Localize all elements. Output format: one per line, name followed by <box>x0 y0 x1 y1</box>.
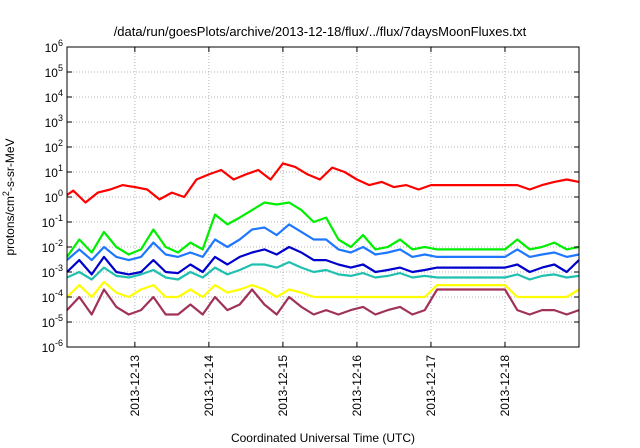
y-tick-label: 10-2 <box>42 238 63 255</box>
y-tick-label: 10-4 <box>42 288 63 305</box>
y-axis-label-post: -s-sr-MeV <box>3 138 17 191</box>
x-tick-label: 2013-12-17 <box>424 355 438 417</box>
y-tick-label: 105 <box>45 63 63 80</box>
series-line <box>66 288 580 316</box>
axes: 10-6 10-5 10-4 10-3 10-2 10-1 100 101 102 103 104 1… <box>42 38 579 416</box>
y-tick-label: 103 <box>45 113 63 130</box>
chart-title: /data/run/goesPlots/archive/2013-12-18/f… <box>114 24 527 39</box>
y-tick-label: 10-5 <box>42 313 63 330</box>
series-line <box>66 261 580 281</box>
y-tick-label: 10-3 <box>42 263 63 280</box>
y-axis-label: protons/cm2-s-sr-MeV <box>1 138 17 255</box>
series-line <box>66 162 580 204</box>
y-axis-label-sup: 2 <box>1 191 11 196</box>
y-tick-label: 106 <box>45 38 63 55</box>
x-tick-label: 2013-12-16 <box>350 355 364 417</box>
y-tick-label: 10-1 <box>42 213 63 230</box>
series-lines <box>66 162 580 316</box>
grid <box>67 47 579 347</box>
series-line <box>66 223 580 262</box>
y-tick-label: 101 <box>45 163 63 180</box>
y-axis-label-pre: protons/cm <box>3 196 17 255</box>
series-line <box>66 245 580 276</box>
y-tick-label: 104 <box>45 88 63 105</box>
x-tick-label: 2013-12-14 <box>202 355 216 417</box>
x-axis-label: Coordinated Universal Time (UTC) <box>231 431 415 445</box>
y-tick-label: 100 <box>45 188 63 205</box>
series-line <box>66 201 580 258</box>
series-line <box>66 280 580 299</box>
y-tick-label: 102 <box>45 138 63 155</box>
x-tick-label: 2013-12-13 <box>128 355 142 417</box>
x-tick-label: 2013-12-15 <box>276 355 290 417</box>
y-tick-label: 10-6 <box>42 338 63 355</box>
x-tick-label: 2013-12-18 <box>498 355 512 417</box>
